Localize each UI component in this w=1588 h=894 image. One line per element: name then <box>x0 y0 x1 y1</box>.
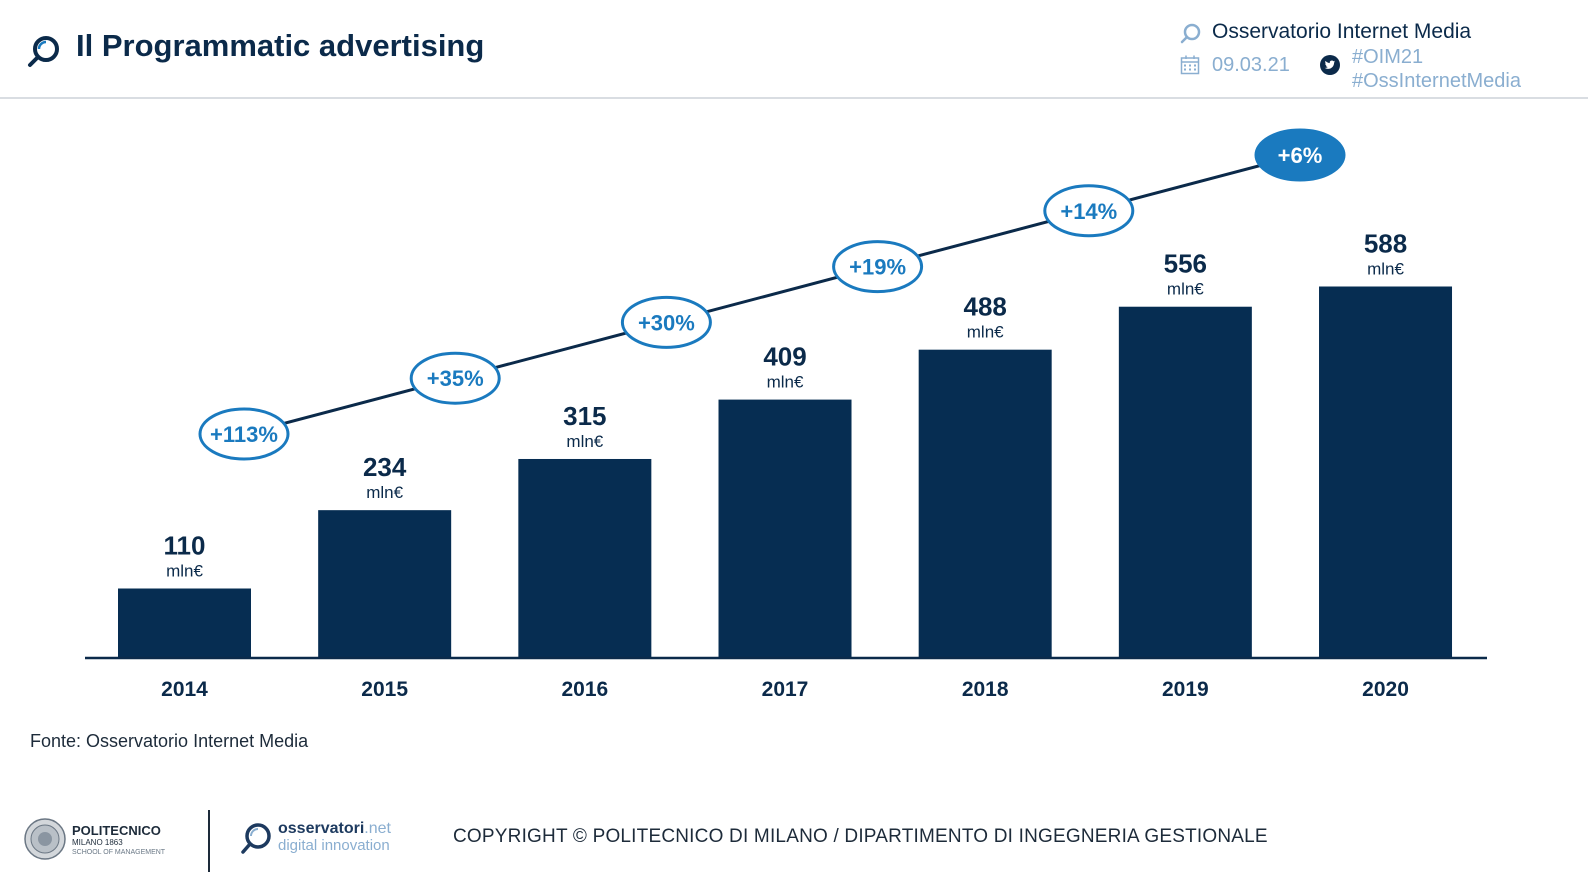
calendar-icon <box>1180 55 1200 75</box>
growth-label: +19% <box>849 255 906 280</box>
osservatori-sub: digital innovation <box>278 837 390 854</box>
twitter-icon[interactable] <box>1320 55 1340 75</box>
politecnico-school: SCHOOL OF MANAGEMENT <box>72 849 166 856</box>
bar-unit-label: mln€ <box>967 323 1004 342</box>
source-note: Fonte: Osservatorio Internet Media <box>30 731 309 751</box>
hashtag-oim21[interactable]: #OIM21 <box>1352 46 1424 68</box>
bar-unit-label: mln€ <box>767 373 804 392</box>
growth-badge <box>620 295 712 349</box>
x-tick-label: 2019 <box>1162 678 1209 701</box>
growth-badge <box>198 407 290 461</box>
bar-chart: 110mln€2014234mln€2015315mln€2016409mln€… <box>85 128 1487 701</box>
bar-value-label: 556 <box>1164 249 1207 279</box>
search-icon <box>1180 23 1201 44</box>
date-label: 09.03.21 <box>1212 54 1290 76</box>
bar-unit-label: mln€ <box>366 483 403 502</box>
bar <box>718 399 852 658</box>
politecnico-city: MILANO 1863 <box>72 838 123 847</box>
growth-label: +30% <box>638 310 695 335</box>
hashtag-ossinternetmedia[interactable]: #OssInternetMedia <box>1352 70 1521 92</box>
x-tick-label: 2014 <box>161 678 208 701</box>
x-tick-label: 2020 <box>1362 678 1409 701</box>
growth-badge <box>1043 184 1135 238</box>
x-tick-label: 2017 <box>762 678 809 701</box>
hashtags: #OIM21 #OssInternetMedia <box>1352 45 1521 93</box>
bar-value-label: 315 <box>563 401 606 431</box>
bar <box>1118 306 1252 658</box>
bar <box>918 349 1052 658</box>
footer-divider <box>208 810 210 872</box>
page-title: Il Programmatic advertising <box>76 28 485 63</box>
growth-label: +113% <box>210 422 278 447</box>
bar-value-label: 110 <box>164 531 206 561</box>
x-tick-label: 2015 <box>361 678 408 701</box>
growth-badge <box>409 351 501 405</box>
bar-unit-label: mln€ <box>1167 280 1204 299</box>
bar-unit-label: mln€ <box>566 432 603 451</box>
osservatori-main: osservatori <box>278 820 365 837</box>
bar-unit-label: mln€ <box>166 562 203 581</box>
bar <box>1319 286 1453 658</box>
bar <box>318 510 452 658</box>
growth-badge <box>832 240 924 294</box>
bar-value-label: 409 <box>763 342 806 372</box>
observatory-name: Osservatorio Internet Media <box>1212 20 1472 43</box>
bar <box>518 458 652 658</box>
growth-label: +14% <box>1060 199 1117 224</box>
seal-icon <box>24 818 66 860</box>
growth-label: +35% <box>427 366 484 391</box>
search-icon <box>241 823 271 854</box>
bar-value-label: 588 <box>1364 229 1407 259</box>
bar-value-label: 234 <box>363 452 407 482</box>
search-icon <box>28 36 59 67</box>
bar-unit-label: mln€ <box>1367 260 1404 279</box>
politecnico-name: POLITECNICO <box>72 823 161 838</box>
growth-badge <box>1254 128 1346 182</box>
header: Il Programmatic advertising Osservatorio… <box>0 0 1588 99</box>
growth-label: +6% <box>1278 143 1323 168</box>
x-tick-label: 2016 <box>561 678 608 701</box>
osservatori-suffix: .net <box>364 820 391 837</box>
x-tick-label: 2018 <box>962 678 1009 701</box>
copyright: COPYRIGHT © POLITECNICO DI MILANO / DIPA… <box>453 826 1268 847</box>
bar <box>118 588 251 658</box>
bar-value-label: 488 <box>963 292 1006 322</box>
